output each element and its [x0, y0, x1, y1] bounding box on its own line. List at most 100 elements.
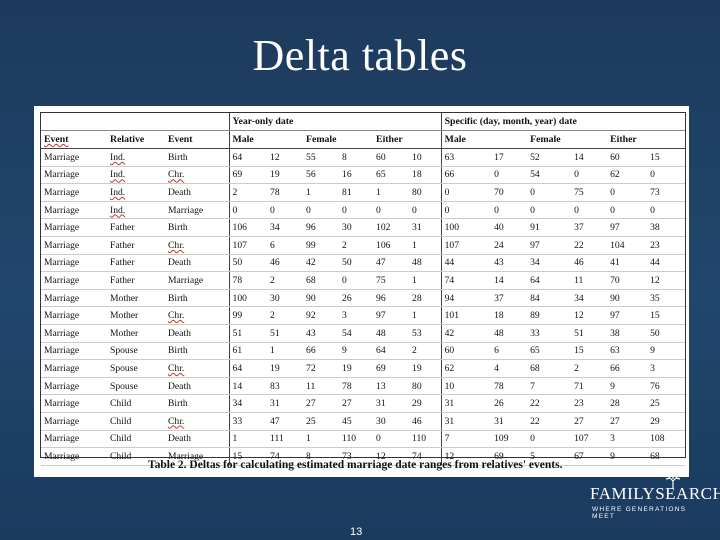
table-cell: 19 — [409, 359, 442, 378]
table-cell: 0 — [607, 201, 648, 220]
table-cell: Death — [165, 377, 230, 396]
table-cell: 12 — [440, 447, 492, 466]
table-cell: 1 — [373, 183, 410, 202]
table-cell: 80 — [409, 183, 442, 202]
table-row: Marriage Ind. Chr. 69 19 56 16 65 18 66 0 54 0 62 0 — [41, 166, 686, 185]
table-cell: 0 — [527, 183, 572, 202]
table-cell: Birth — [165, 148, 230, 167]
table-cell: 74 — [409, 447, 442, 466]
table-cell: 2 — [339, 236, 374, 255]
col-header-relative: Relative — [107, 130, 165, 149]
table-cell: 30 — [267, 289, 304, 308]
table-cell: 45 — [339, 412, 374, 431]
table-cell: 97 — [607, 218, 648, 237]
table-cell: 111 — [267, 430, 304, 449]
table-cell: 60 — [607, 148, 648, 167]
table-cell: 31 — [440, 394, 492, 413]
table-cell: 0 — [491, 166, 528, 185]
table-cell: Spouse — [107, 342, 165, 361]
table-cell: 46 — [571, 254, 608, 273]
table-cell: 0 — [339, 271, 374, 290]
sub-header-either-year: Either — [373, 130, 442, 149]
table-row: Marriage Mother Chr. 99 2 92 3 97 1 101 18 89 12 97 15 — [41, 306, 686, 325]
table-cell: 0 — [409, 201, 442, 220]
table-cell: 31 — [491, 412, 528, 431]
table-cell: 1 — [409, 236, 442, 255]
cell-text: Ind. — [110, 151, 126, 163]
table-cell: 35 — [647, 289, 686, 308]
table-cell: 107 — [228, 236, 268, 255]
table-cell: 96 — [373, 289, 410, 308]
table-cell: Mother — [107, 289, 165, 308]
table-cell: 1 — [409, 271, 442, 290]
table-cell: Chr. — [165, 166, 230, 185]
table-cell: Chr. — [165, 306, 230, 325]
table-cell: 72 — [303, 359, 340, 378]
table-cell: Marriage — [41, 447, 107, 466]
table-row: Marriage Ind. Birth 64 12 55 8 60 10 63 17 52 14 60 15 — [41, 148, 686, 167]
table-cell: 12 — [571, 306, 608, 325]
table-row: Marriage Child Marriage 15 74 8 73 12 74 12 69 5 67 9… — [41, 447, 686, 466]
delta-table-frame: Year-only date Specific (day, month, yea… — [40, 112, 686, 466]
table-cell: 16 — [339, 166, 374, 185]
table-cell: 91 — [527, 218, 572, 237]
table-cell: 15 — [228, 447, 268, 466]
table-cell: 0 — [647, 201, 686, 220]
table-cell: 108 — [647, 430, 686, 449]
table-cell: 28 — [607, 394, 648, 413]
table-cell: 55 — [303, 148, 340, 167]
table-row: Marriage Spouse Death 14 83 11 78 13 80 10 78 7 71 9 7… — [41, 377, 686, 396]
table-row: Marriage Child Death 1 111 1 110 0 110 7 109 0 107 3 1… — [41, 430, 686, 449]
table-cell: 68 — [647, 447, 686, 466]
table-cell: 19 — [339, 359, 374, 378]
table-cell: 30 — [339, 218, 374, 237]
table-cell: 92 — [303, 306, 340, 325]
cell-text: Chr. — [168, 415, 185, 427]
table-cell: 0 — [373, 201, 410, 220]
table-image-panel: Year-only date Specific (day, month, yea… — [34, 106, 689, 477]
table-cell: Marriage — [41, 289, 107, 308]
table-cell: 1 — [267, 342, 304, 361]
table-cell: 30 — [373, 412, 410, 431]
cell-text: Ind. — [110, 169, 126, 181]
table-cell: 70 — [607, 271, 648, 290]
table-cell: 11 — [571, 271, 608, 290]
table-row: Marriage Ind. Death 2 78 1 81 1 80 0 70 0 75 0 73 — [41, 183, 686, 202]
table-cell: 64 — [228, 359, 268, 378]
table-cell: 0 — [267, 201, 304, 220]
table-cell: Father — [107, 271, 165, 290]
table-cell: 67 — [571, 447, 608, 466]
table-cell: 43 — [303, 324, 340, 343]
table-cell: Death — [165, 324, 230, 343]
table-cell: 0 — [440, 201, 492, 220]
table-cell: 0 — [228, 201, 268, 220]
table-cell: 9 — [339, 342, 374, 361]
table-row: Marriage Father Chr. 107 6 99 2 106 1 107 24 97 22 10… — [41, 236, 686, 255]
table-cell: 56 — [303, 166, 340, 185]
table-cell: 27 — [571, 412, 608, 431]
table-row: Marriage Child Chr. 33 47 25 45 30 46 31 31 22 27 27 2… — [41, 412, 686, 431]
table-cell: 5 — [527, 447, 572, 466]
table-cell: 34 — [228, 394, 268, 413]
table-cell: 10 — [409, 148, 442, 167]
table-body: Marriage Ind. Birth 64 12 55 8 60 10 63 17 52 14 60 15… — [41, 148, 686, 466]
table-cell: 23 — [647, 236, 686, 255]
table-cell: 1 — [303, 430, 340, 449]
table-cell: 0 — [339, 201, 374, 220]
table-cell: 41 — [607, 254, 648, 273]
table-cell: Mother — [107, 324, 165, 343]
table-cell: 97 — [527, 236, 572, 255]
sub-header-male-year: Male — [228, 130, 304, 149]
table-cell: 4 — [491, 359, 528, 378]
table-cell: 27 — [339, 394, 374, 413]
table-row: Marriage Child Birth 34 31 27 27 31 29 31 26 22 23 28… — [41, 394, 686, 413]
table-row: Marriage Spouse Birth 61 1 66 9 64 2 60 6 65 15 63 9 — [41, 342, 686, 361]
table-cell: 106 — [373, 236, 410, 255]
table-cell: 97 — [607, 306, 648, 325]
table-cell: 90 — [303, 289, 340, 308]
table-cell: Birth — [165, 218, 230, 237]
table-cell: 73 — [647, 183, 686, 202]
table-cell: 96 — [303, 218, 340, 237]
table-cell: 28 — [409, 289, 442, 308]
table-cell: 68 — [527, 359, 572, 378]
